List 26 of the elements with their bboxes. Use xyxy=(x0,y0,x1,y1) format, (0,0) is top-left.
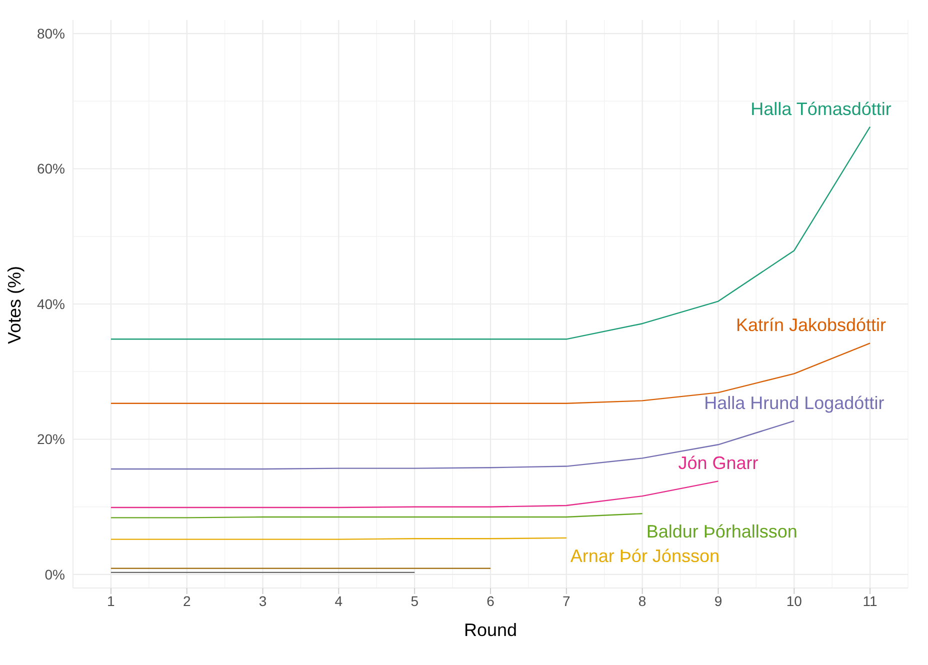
series-label: Katrín Jakobsdóttir xyxy=(736,315,886,336)
series-label: Baldur Þórhallsson xyxy=(646,522,798,542)
x-tick-label: 11 xyxy=(862,592,878,609)
x-tick-label: 5 xyxy=(410,592,419,609)
line-series xyxy=(110,420,795,470)
y-tick-label: 80% xyxy=(36,25,65,42)
x-tick-label: 9 xyxy=(714,592,722,609)
x-tick-label: 7 xyxy=(562,592,571,609)
y-tick-label: 20% xyxy=(36,431,65,448)
series-label: Jón Gnarr xyxy=(678,453,758,474)
y-tick-label: 0% xyxy=(44,566,65,582)
y-tick-label: 60% xyxy=(36,160,65,177)
series-label: Halla Hrund Logadóttir xyxy=(704,392,884,413)
series-label: Arnar Þór Jónsson xyxy=(570,546,720,566)
x-tick-label: 8 xyxy=(638,592,646,609)
x-axis-title: Round xyxy=(464,620,518,640)
x-tick-label: 4 xyxy=(334,592,343,609)
line-series xyxy=(110,480,719,508)
y-axis-title: Votes (%) xyxy=(4,266,24,344)
x-tick-label: 2 xyxy=(182,592,191,609)
series-label: Halla Tómasdóttir xyxy=(750,98,892,119)
x-tick-label: 1 xyxy=(107,592,116,609)
x-tick-label: 6 xyxy=(486,592,495,609)
y-tick-label: 40% xyxy=(36,296,65,312)
x-tick-label: 3 xyxy=(258,592,267,609)
x-tick-label: 10 xyxy=(786,592,802,609)
